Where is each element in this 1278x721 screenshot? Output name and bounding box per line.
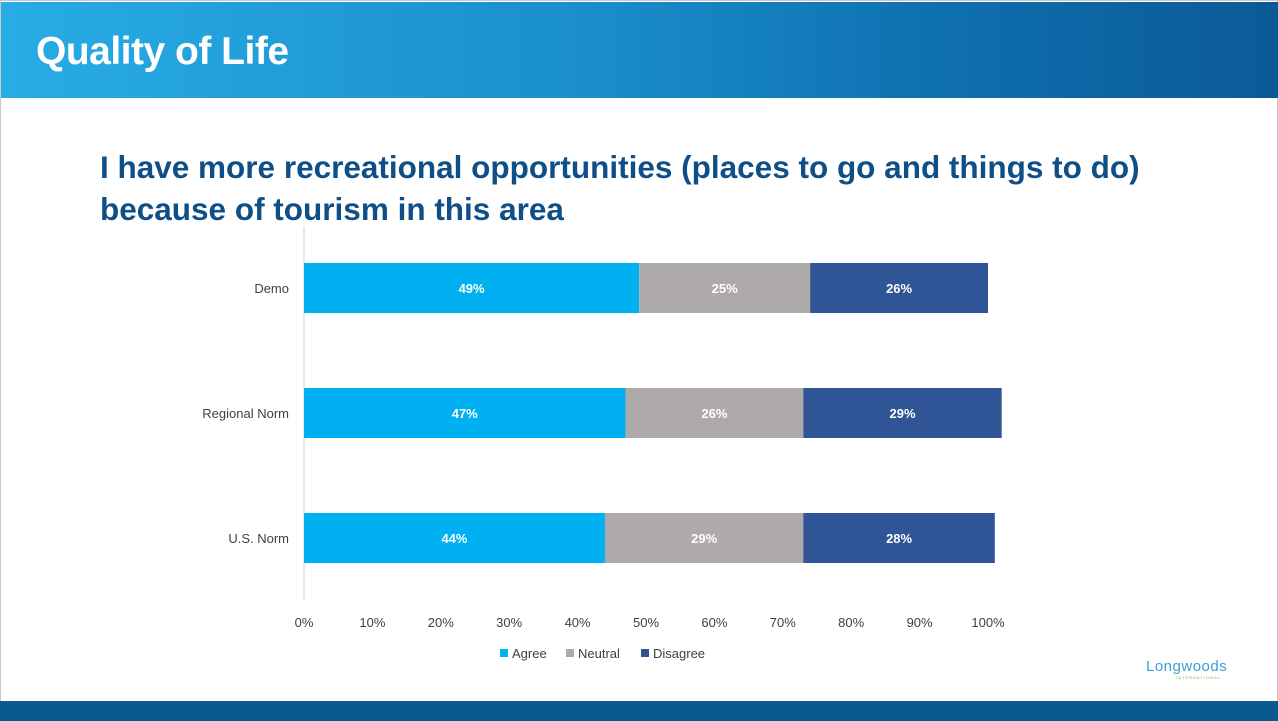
footer-bar [0, 701, 1278, 721]
bar-neutral [639, 263, 811, 313]
x-tick-label: 10% [359, 615, 385, 630]
category-label: Demo [254, 281, 289, 296]
x-tick-label: 90% [907, 615, 933, 630]
x-tick-label: 100% [971, 615, 1005, 630]
bar-agree [304, 388, 626, 438]
stacked-bar-chart: Demo 49% 25% 26% Regional Norm 47% 26% 29% U.S. … [202, 226, 1005, 661]
longwoods-logo: Longwoods INTERNATIONAL [1146, 658, 1246, 684]
logo-text: Longwoods [1146, 658, 1228, 675]
chart-title: I have more recreational opportunities (… [100, 149, 1140, 227]
x-tick-label: 50% [633, 615, 659, 630]
legend-label: Neutral [578, 646, 620, 661]
header-bar [1, 2, 1278, 98]
bar-neutral [625, 388, 804, 438]
x-tick-label: 0% [295, 615, 314, 630]
data-label: 26% [886, 281, 912, 296]
bar-neutral [604, 513, 804, 563]
logo-subtext: INTERNATIONAL [1176, 675, 1221, 680]
x-tick-label: 60% [701, 615, 727, 630]
data-label: 29% [691, 531, 717, 546]
bar-disagree [803, 513, 995, 563]
x-tick-label: 80% [838, 615, 864, 630]
bar-agree [304, 513, 605, 563]
bar-disagree [803, 388, 1002, 438]
x-tick-label: 30% [496, 615, 522, 630]
data-label: 29% [889, 406, 915, 421]
data-label: 49% [459, 281, 485, 296]
data-label: 25% [712, 281, 738, 296]
legend-label: Agree [512, 646, 547, 661]
legend-swatch-neutral [566, 649, 574, 657]
legend-swatch-disagree [641, 649, 649, 657]
x-tick-label: 40% [565, 615, 591, 630]
x-tick-label: 20% [428, 615, 454, 630]
data-label: 26% [701, 406, 727, 421]
bar-agree [304, 263, 640, 313]
data-label: 47% [452, 406, 478, 421]
x-tick-label: 70% [770, 615, 796, 630]
bar-disagree [810, 263, 988, 313]
slide-title: Quality of Life [36, 30, 289, 73]
legend-label: Disagree [653, 646, 705, 661]
category-label: Regional Norm [202, 406, 289, 421]
legend-swatch-agree [500, 649, 508, 657]
data-label: 28% [886, 531, 912, 546]
data-label: 44% [441, 531, 467, 546]
category-label: U.S. Norm [228, 531, 289, 546]
